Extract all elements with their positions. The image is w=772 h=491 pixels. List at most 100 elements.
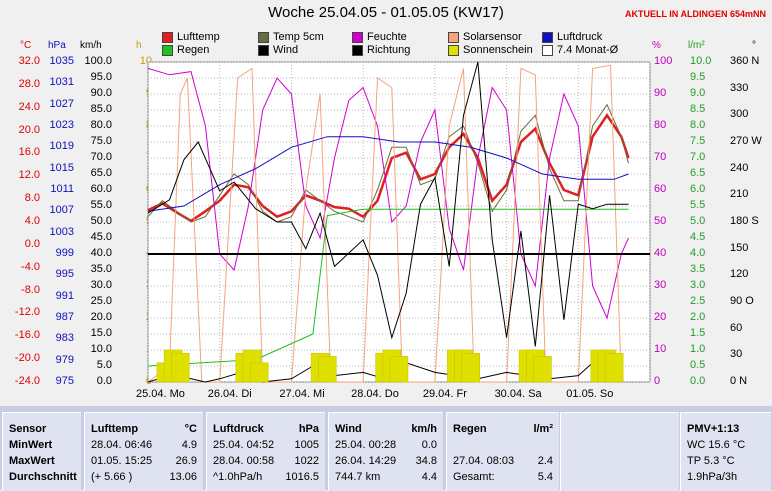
sunshine-bar [171,352,190,383]
tick-pct: 20 [654,311,667,323]
stats-lufttemp: Lufttemp °C 28.04. 06:46 4.9 01.05. 15:25 26.… [84,412,203,491]
x-tick-label: 27.04. Mi [279,388,325,400]
tick-press: 1027 [49,97,74,110]
tick-rain: 4.0 [690,247,706,259]
tick-temp: 4.0 [24,215,40,227]
tick-rain: 3.5 [690,263,706,275]
x-tick-label: 26.04. Di [207,388,252,400]
tick-rain: 1.0 [690,343,706,355]
stats-cell: Durchschnitt [9,471,77,483]
x-tick-label: 25.04. Mo [136,388,185,400]
tick-wind: 35.0 [90,263,112,275]
legend-swatch [542,31,553,43]
tick-wind: 10.0 [90,343,112,355]
stats-sensor: Sensor MinWert MaxWert Durchschnitt [2,412,81,491]
stats-cell: °C [184,423,197,435]
tick-press: 1031 [49,76,74,89]
tick-press: 987 [55,311,74,323]
tick-rain: 8.5 [690,103,706,115]
stats-cell: 28.04. 06:46 [91,439,153,451]
tick-rain: 0.0 [690,375,706,387]
tick-wind: 20.0 [90,311,112,323]
legend-item: Sonnenschein [448,44,533,56]
series-solarsensor [147,64,622,383]
tick-press: 1015 [49,161,74,174]
tick-temp: 0.0 [24,237,40,250]
sunshine-bar [604,352,624,383]
stats-cell: 34.8 [415,455,437,467]
tick-rain: 3.0 [690,279,706,291]
tick-deg: 0 N [730,375,748,387]
tick-temp: -20.0 [14,352,40,365]
legend-item: 7.4 Monat-Ø [542,44,618,56]
axis-unit-deg: ° [752,40,756,51]
tick-temp: 8.0 [24,192,40,205]
stats-cell: MinWert [9,439,53,451]
tick-wind: 95.0 [90,71,112,83]
tick-rain: 1.5 [690,327,706,339]
legend-item: Feuchte [352,31,407,43]
axis-unit-temp: °C [20,40,32,51]
legend-label: Temp 5cm [273,31,324,43]
stats-cell: 27.04. 08:03 [453,455,515,467]
x-tick-label: 28.04. Do [351,388,399,400]
location-label: AKTUELL IN ALDINGEN 654mNN [624,9,766,19]
sunshine-bar [318,356,337,383]
tick-deg: 210 [730,188,749,201]
tick-wind: 15.0 [90,327,112,339]
stats-regen: Regen l/m² 27.04. 08:03 2.4 Gesamt: 5.4 [446,412,559,491]
tick-pct: 30 [654,279,667,291]
tick-press: 979 [55,353,74,366]
legend-label: Feuchte [367,31,407,43]
stats-cell: 26.04. 14:29 [335,455,397,467]
series-luftdruck [147,136,629,212]
weather-chart [147,61,651,383]
tick-temp: -24.0 [14,375,40,387]
stats-cell: 25.04. 00:28 [335,439,397,451]
legend-label: Luftdruck [557,31,603,43]
sunshine-bar [461,352,480,383]
tick-wind: 0.0 [96,375,112,387]
stats-cell: 1.9hPa/3h [687,471,738,483]
legend-label: Regen [177,44,210,56]
tick-pct: 60 [654,183,667,195]
x-tick-label: 29.04. Fr [422,388,467,400]
tick-temp: 32.0 [18,55,40,67]
tick-press: 1035 [49,55,74,67]
tick-press: 983 [55,332,74,345]
tick-wind: 65.0 [90,167,112,179]
legend-item: Luftdruck [542,31,602,43]
tick-temp: 28.0 [18,77,40,90]
tick-wind: 45.0 [90,231,112,243]
series-richtung [147,61,629,347]
tick-wind: 5.0 [96,359,112,371]
tick-press: 1011 [50,183,74,195]
stats-cell: l/m² [533,423,553,435]
tick-deg: 360 N [730,55,760,67]
stats-cell: Wind [335,423,362,435]
stats-cell: 5.4 [537,471,553,483]
axis-unit-press: hPa [48,40,66,51]
stats-cell: PMV+1:13 [687,423,740,435]
sunshine-bar [533,356,552,383]
tick-deg: 90 O [730,295,754,307]
tick-deg: 120 [730,268,749,281]
legend-swatch [352,44,363,56]
tick-rain: 7.5 [690,135,706,147]
x-tick-label: 30.04. Sa [494,388,542,400]
tick-deg: 330 [730,81,749,94]
tick-wind: 80.0 [90,119,112,131]
tick-press: 1007 [49,204,74,217]
tick-temp: 12.0 [18,169,40,182]
stats-cell: 1022 [294,455,319,467]
x-tick-label: 01.05. So [566,388,614,400]
tick-pct: 80 [654,119,667,131]
stats-cell: Regen [453,423,487,435]
tick-wind: 90.0 [90,87,112,99]
chart-title: Woche 25.04.05 - 01.05.05 (KW17) [268,4,504,21]
tick-deg: 300 [730,108,749,121]
tick-deg: 60 [730,321,743,334]
tick-rain: 2.0 [690,311,706,323]
stats-cell: 1016.5 [285,471,319,483]
tick-deg: 150 [730,241,749,254]
